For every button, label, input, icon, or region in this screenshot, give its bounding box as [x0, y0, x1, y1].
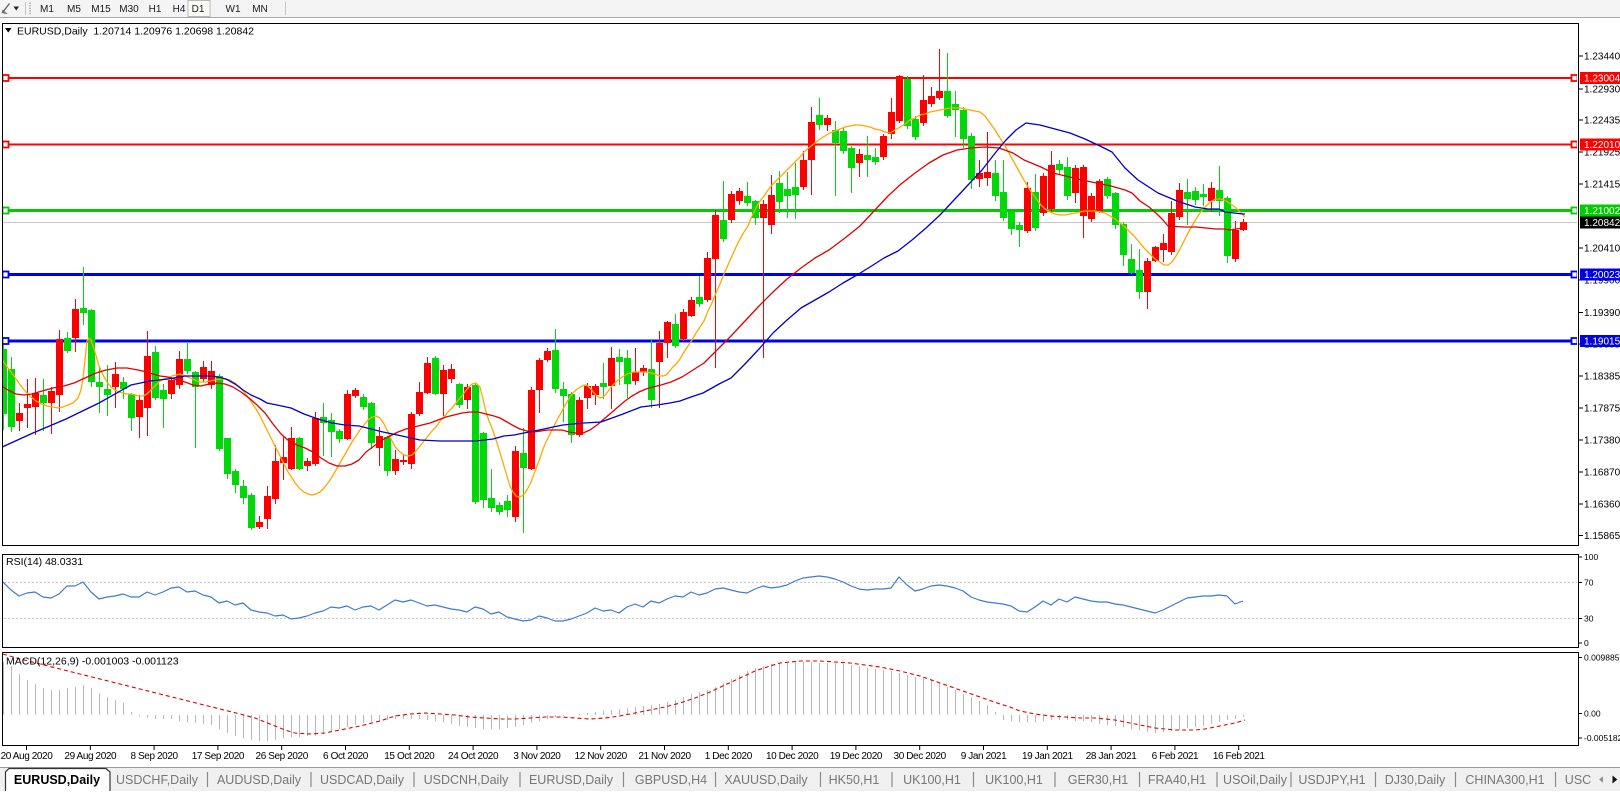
svg-text:1.19390: 1.19390 — [1584, 308, 1620, 319]
svg-text:USDJPY,H1: USDJPY,H1 — [1298, 773, 1365, 787]
svg-text:0.00: 0.00 — [1584, 709, 1601, 719]
svg-text:29 Aug 2020: 29 Aug 2020 — [64, 751, 117, 762]
svg-text:USC: USC — [1565, 773, 1591, 787]
svg-text:1.20023: 1.20023 — [1584, 270, 1620, 281]
svg-text:M15: M15 — [91, 4, 111, 15]
svg-text:28 Jan 2021: 28 Jan 2021 — [1086, 751, 1137, 762]
svg-text:USDCHF,Daily: USDCHF,Daily — [116, 773, 199, 787]
svg-text:H1: H1 — [149, 4, 162, 15]
svg-text:12 Nov 2020: 12 Nov 2020 — [575, 751, 628, 762]
svg-text:1.16870: 1.16870 — [1584, 468, 1620, 479]
svg-text:30: 30 — [1584, 614, 1594, 624]
svg-text:19 Jan 2021: 19 Jan 2021 — [1022, 751, 1073, 762]
svg-text:USOil,Daily: USOil,Daily — [1223, 773, 1288, 787]
svg-text:100: 100 — [1584, 552, 1598, 562]
svg-text:EURUSD,Daily: EURUSD,Daily — [529, 773, 614, 787]
svg-text:1.22930: 1.22930 — [1584, 85, 1620, 96]
svg-text:9 Jan 2021: 9 Jan 2021 — [961, 751, 1007, 762]
svg-text:30 Dec 2020: 30 Dec 2020 — [894, 751, 947, 762]
svg-text:1.16360: 1.16360 — [1584, 500, 1620, 511]
svg-text:16 Feb 2021: 16 Feb 2021 — [1213, 751, 1266, 762]
svg-text:MN: MN — [252, 4, 268, 15]
svg-text:MACD(12,26,9) -0.001003 -0.001: MACD(12,26,9) -0.001003 -0.001123 — [6, 656, 179, 668]
svg-text:GER30,H1: GER30,H1 — [1068, 773, 1128, 787]
svg-text:HK50,H1: HK50,H1 — [829, 773, 880, 787]
svg-text:6 Oct 2020: 6 Oct 2020 — [323, 751, 369, 762]
svg-text:1.23004: 1.23004 — [1584, 74, 1620, 85]
svg-text:8 Sep 2020: 8 Sep 2020 — [131, 751, 179, 762]
svg-text:CHINA300,H1: CHINA300,H1 — [1465, 773, 1544, 787]
svg-text:1.23440: 1.23440 — [1584, 52, 1620, 63]
svg-text:GBPUSD,H4: GBPUSD,H4 — [635, 773, 707, 787]
svg-text:-0.005182: -0.005182 — [1584, 733, 1620, 743]
svg-text:6 Feb 2021: 6 Feb 2021 — [1152, 751, 1199, 762]
svg-text:26 Sep 2020: 26 Sep 2020 — [256, 751, 309, 762]
svg-text:EURUSD,Daily 1.20714 1.20976: EURUSD,Daily 1.20714 1.20976 1.20698 1.2… — [17, 26, 254, 38]
svg-text:UK100,H1: UK100,H1 — [985, 773, 1043, 787]
svg-text:1.17875: 1.17875 — [1584, 404, 1620, 415]
svg-text:20 Aug 2020: 20 Aug 2020 — [1, 751, 54, 762]
svg-text:XAUUSD,Daily: XAUUSD,Daily — [724, 773, 808, 787]
svg-text:EURUSD,Daily: EURUSD,Daily — [14, 773, 100, 787]
svg-text:1.22435: 1.22435 — [1584, 116, 1620, 127]
svg-text:M5: M5 — [67, 4, 81, 15]
svg-text:1.19900: 1.19900 — [1584, 276, 1620, 287]
svg-text:10 Dec 2020: 10 Dec 2020 — [766, 751, 819, 762]
svg-text:0: 0 — [1584, 638, 1589, 648]
svg-text:1.22010: 1.22010 — [1584, 140, 1620, 151]
svg-text:1.20842: 1.20842 — [1584, 218, 1620, 229]
svg-text:0.009885: 0.009885 — [1584, 653, 1620, 663]
svg-text:M30: M30 — [119, 4, 139, 15]
svg-text:RSI(14) 48.0331: RSI(14) 48.0331 — [6, 556, 83, 568]
svg-text:1.17380: 1.17380 — [1584, 436, 1620, 447]
svg-text:1.20410: 1.20410 — [1584, 244, 1620, 255]
svg-text:1 Dec 2020: 1 Dec 2020 — [705, 751, 753, 762]
svg-text:FRA40,H1: FRA40,H1 — [1148, 773, 1206, 787]
svg-text:1.19015: 1.19015 — [1584, 337, 1620, 348]
svg-text:70: 70 — [1584, 578, 1594, 588]
svg-text:1.15865: 1.15865 — [1584, 531, 1620, 542]
svg-text:1.18385: 1.18385 — [1584, 372, 1620, 383]
svg-text:24 Oct 2020: 24 Oct 2020 — [448, 751, 499, 762]
svg-text:USDCAD,Daily: USDCAD,Daily — [320, 773, 405, 787]
svg-text:H4: H4 — [173, 4, 186, 15]
svg-text:USDCNH,Daily: USDCNH,Daily — [424, 773, 509, 787]
svg-text:3 Nov 2020: 3 Nov 2020 — [513, 751, 561, 762]
svg-text:1.21925: 1.21925 — [1584, 148, 1620, 159]
svg-text:D1: D1 — [192, 4, 205, 15]
svg-text:19 Dec 2020: 19 Dec 2020 — [830, 751, 883, 762]
svg-text:1.21002: 1.21002 — [1584, 206, 1620, 217]
svg-text:W1: W1 — [226, 4, 241, 15]
svg-text:M1: M1 — [40, 4, 54, 15]
svg-text:1.21415: 1.21415 — [1584, 180, 1620, 191]
svg-text:17 Sep 2020: 17 Sep 2020 — [192, 751, 245, 762]
svg-text:UK100,H1: UK100,H1 — [903, 773, 961, 787]
svg-text:21 Nov 2020: 21 Nov 2020 — [638, 751, 691, 762]
svg-text:AUDUSD,Daily: AUDUSD,Daily — [217, 773, 302, 787]
svg-text:15 Oct 2020: 15 Oct 2020 — [384, 751, 435, 762]
svg-text:DJ30,Daily: DJ30,Daily — [1385, 773, 1446, 787]
